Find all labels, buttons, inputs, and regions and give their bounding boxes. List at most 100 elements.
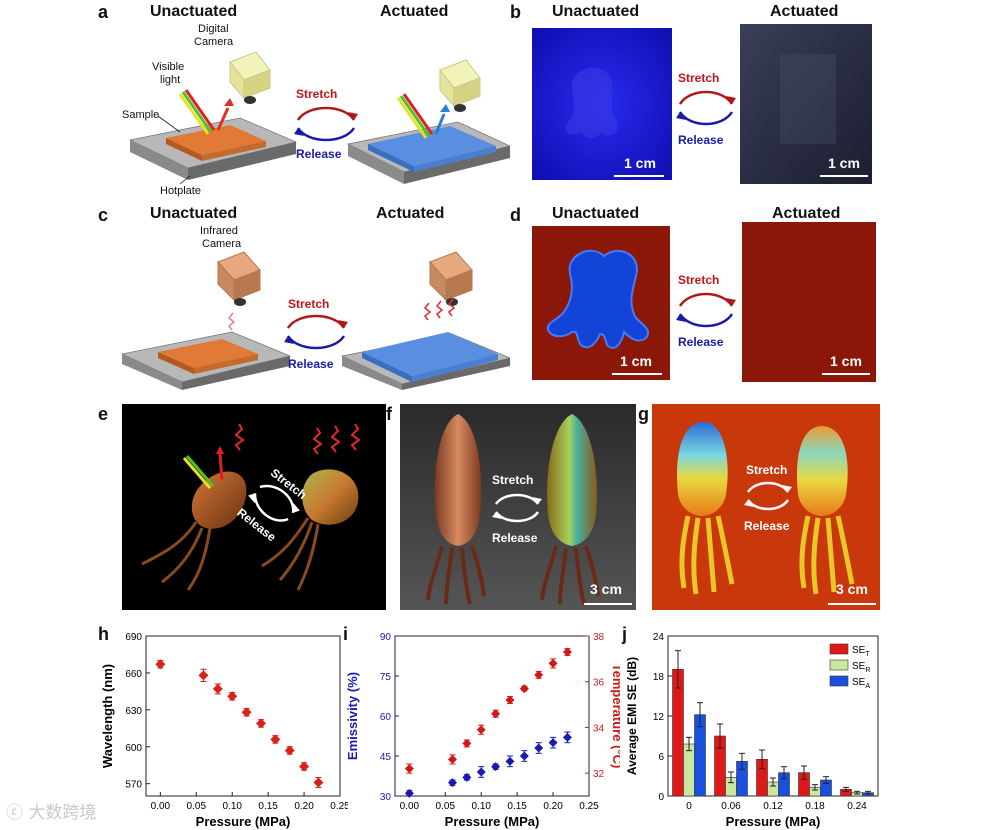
legend-label: SET bbox=[852, 645, 870, 658]
data-point-emissivity bbox=[404, 788, 414, 798]
panel-letter-g: g bbox=[638, 404, 649, 424]
y-tick-label: 45 bbox=[380, 752, 392, 763]
infrared-camera-icon bbox=[217, 251, 261, 306]
squid-body-right bbox=[261, 469, 359, 591]
x-tick-label: 0.12 bbox=[763, 801, 783, 812]
x-axis-label: Pressure (MPa) bbox=[726, 814, 821, 829]
x-tick-label: 0.25 bbox=[579, 801, 599, 812]
legend-label: SER bbox=[852, 661, 870, 674]
x-tick-label: 0 bbox=[686, 801, 692, 812]
data-point-temperature bbox=[404, 764, 414, 774]
x-tick-label: 0.05 bbox=[187, 801, 207, 812]
visible-light-beam-left bbox=[178, 89, 216, 135]
panel-b-photo-actuated: 1 cm bbox=[740, 24, 872, 184]
panel-g-release-label: Release bbox=[744, 519, 790, 533]
panel-b-unactuated-title: Unactuated bbox=[552, 3, 640, 20]
x-tick-label: 0.10 bbox=[471, 801, 491, 812]
panel-c-schematic: Infrared Camera Stretch Release bbox=[120, 225, 510, 390]
y-tick-label: 570 bbox=[125, 780, 142, 791]
data-point-temperature bbox=[447, 754, 457, 764]
panel-a-unactuated-title: Unactuated bbox=[150, 3, 238, 20]
data-point bbox=[284, 745, 295, 756]
svg-text:Stretch: Stretch bbox=[288, 297, 329, 311]
data-point bbox=[227, 691, 238, 702]
data-point-temperature bbox=[476, 725, 486, 735]
digital-camera-icon bbox=[229, 51, 271, 104]
data-point bbox=[299, 761, 310, 772]
y-tick-label: 24 bbox=[653, 632, 665, 643]
y-axis-label: Average EMI SE (dB) bbox=[625, 657, 639, 775]
y-tick-label: 90 bbox=[380, 632, 392, 643]
data-point-emissivity bbox=[562, 732, 572, 742]
data-point-temperature bbox=[505, 695, 515, 705]
watermark: ⓒ 大数跨境 bbox=[6, 798, 96, 823]
data-point-temperature bbox=[519, 684, 529, 694]
panel-d-thermal-actuated: 1 cm bbox=[742, 222, 876, 382]
panel-c-unactuated-title: Unactuated bbox=[150, 205, 238, 222]
x-tick-label: 0.15 bbox=[507, 801, 527, 812]
digital-camera-icon-right bbox=[439, 59, 481, 112]
watermark-logo-icon: ⓒ bbox=[6, 803, 23, 823]
y2-tick-label: 34 bbox=[593, 723, 605, 734]
panel-f-stretch-label: Stretch bbox=[492, 473, 533, 487]
data-point bbox=[212, 683, 223, 694]
panel-d-unactuated-title: Unactuated bbox=[552, 205, 640, 222]
panel-a-schematic: Digital Camera Visible light Sample Hotpla… bbox=[122, 23, 510, 197]
x-tick-label: 0.00 bbox=[151, 801, 171, 812]
sample-label: Sample bbox=[122, 109, 159, 121]
panel-letter-i: i bbox=[343, 624, 349, 644]
data-point-emissivity bbox=[447, 778, 457, 788]
infrared-camera-label: Infrared Camera bbox=[200, 225, 242, 250]
panel-g-stretch-label: Stretch bbox=[746, 463, 787, 477]
y2-axis-label: Temperature (°C) bbox=[610, 664, 620, 769]
x-axis-label: Pressure (MPa) bbox=[196, 814, 291, 829]
legend-swatch bbox=[829, 643, 849, 655]
scale-bar-d-left: 1 cm bbox=[620, 353, 652, 369]
data-point-temperature bbox=[562, 647, 572, 657]
visible-light-beam-e bbox=[182, 446, 224, 489]
squid-body-left bbox=[141, 471, 247, 591]
legend-swatch bbox=[829, 659, 849, 671]
svg-text:Release: Release bbox=[296, 147, 342, 161]
data-point-temperature bbox=[548, 658, 558, 668]
panel-letter-a: a bbox=[98, 2, 109, 22]
panel-d-thermal-unactuated: 1 cm bbox=[532, 226, 670, 380]
panel-letter-e: e bbox=[98, 404, 109, 424]
panel-b-stretch-release-icon: Stretch Release bbox=[676, 71, 736, 147]
digital-camera-label: Digital Camera bbox=[194, 23, 234, 48]
y-tick-label: 6 bbox=[658, 752, 664, 763]
panel-letter-j: j bbox=[622, 624, 628, 644]
y-tick-label: 75 bbox=[380, 672, 392, 683]
panel-f-photo: Stretch Release 3 cm bbox=[400, 404, 636, 610]
y2-tick-label: 32 bbox=[593, 769, 605, 780]
data-point-temperature bbox=[462, 738, 472, 748]
stretch-release-cycle-icon-a: Stretch Release bbox=[294, 87, 358, 161]
scale-bar-b-right: 1 cm bbox=[828, 155, 860, 171]
svg-text:Release: Release bbox=[288, 357, 334, 371]
data-point bbox=[255, 718, 266, 729]
data-point-temperature bbox=[534, 670, 544, 680]
panel-letter-c: c bbox=[98, 205, 109, 225]
data-point-emissivity bbox=[534, 743, 544, 753]
scale-bar-d-right: 1 cm bbox=[830, 353, 862, 369]
y-tick-label: 60 bbox=[380, 712, 392, 723]
chart-h: 570 600 630 660 690 0.00 0.05 0.10 0.15 0.20 0.25 P… bbox=[100, 632, 348, 829]
x-tick-label: 0.10 bbox=[222, 801, 242, 812]
panel-letter-f: f bbox=[386, 404, 392, 424]
x-tick-label: 0.18 bbox=[805, 801, 825, 812]
data-point bbox=[313, 777, 324, 788]
scale-bar-b-left: 1 cm bbox=[624, 155, 656, 171]
plot-frame bbox=[145, 635, 341, 797]
panel-a-actuated-title: Actuated bbox=[380, 3, 449, 20]
panel-letter-h: h bbox=[98, 624, 109, 644]
data-point bbox=[270, 734, 281, 745]
panel-d-stretch-label: Stretch bbox=[678, 273, 719, 287]
data-point-emissivity bbox=[548, 738, 558, 748]
stretch-release-cycle-icon-c: Stretch Release bbox=[284, 297, 348, 371]
scale-bar-f: 3 cm bbox=[590, 581, 622, 597]
data-point-emissivity bbox=[519, 751, 529, 761]
heat-wave-icon-e bbox=[234, 423, 361, 455]
y-axis-label: Emissivity (%) bbox=[345, 672, 360, 760]
y-tick-label: 630 bbox=[125, 706, 142, 717]
panel-d-actuated-title: Actuated bbox=[772, 205, 841, 222]
